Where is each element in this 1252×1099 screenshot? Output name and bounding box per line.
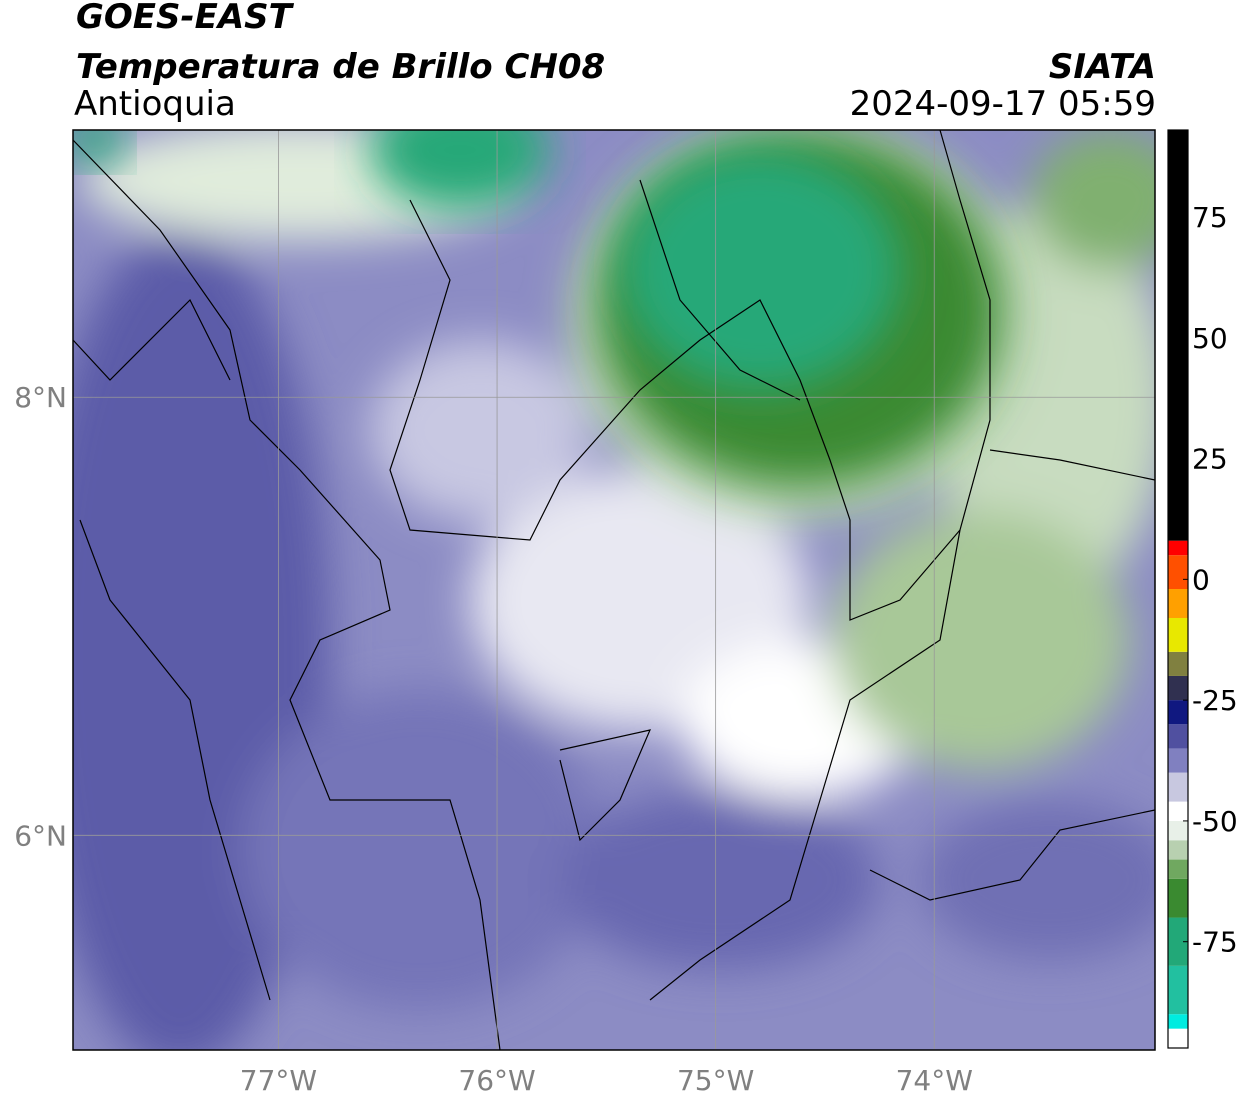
colorbar-segment	[1168, 589, 1188, 618]
title: GOES-EAST	[76, 0, 295, 37]
colorbar-tick-label: 75	[1192, 201, 1228, 234]
colorbar-tick-label: -75	[1192, 926, 1238, 959]
y-tick-label: 8°N	[14, 381, 67, 414]
colorbar	[1168, 130, 1188, 1048]
colorbar-tick-label: -50	[1192, 805, 1238, 838]
colorbar-tick-label: 50	[1192, 322, 1228, 355]
colorbar-segment	[1168, 1014, 1188, 1029]
colorbar-segment	[1168, 651, 1188, 676]
map-frame	[72, 129, 1156, 1051]
colorbar-segment	[1168, 820, 1188, 841]
colorbar-segment	[1168, 700, 1188, 725]
colorbar-tick-label: -25	[1192, 684, 1238, 717]
colorbar-segment	[1168, 772, 1188, 802]
colorbar-segment	[1168, 555, 1188, 589]
colorbar-segment	[1168, 617, 1188, 652]
x-tick-label: 74°W	[896, 1064, 973, 1097]
colorbar-segment	[1168, 917, 1188, 966]
colorbar-tick-label: 0	[1192, 563, 1210, 596]
colorbar-segment	[1168, 724, 1188, 749]
source: SIATA	[1049, 47, 1156, 87]
colorbar-tick-label: 25	[1192, 443, 1228, 476]
region: Antioquia	[74, 84, 236, 124]
subtitle: Temperatura de Brillo CH08	[76, 47, 605, 87]
colorbar-segment	[1168, 801, 1188, 821]
colorbar-segment	[1168, 540, 1188, 556]
x-tick-label: 76°W	[458, 1064, 535, 1097]
colorbar-frame	[1167, 129, 1189, 1049]
y-tick-label: 6°N	[14, 819, 67, 852]
datetime: 2024-09-17 05:59	[850, 84, 1156, 124]
colorbar-segment	[1168, 1028, 1188, 1048]
x-tick-label: 75°W	[677, 1064, 754, 1097]
colorbar-segment	[1168, 675, 1188, 701]
x-tick-label: 77°W	[240, 1064, 317, 1097]
colorbar-segment	[1168, 859, 1188, 879]
colorbar-segment	[1168, 130, 1188, 541]
grid	[73, 130, 1155, 1050]
colorbar-segment	[1168, 840, 1188, 860]
colorbar-segment	[1168, 965, 1188, 1015]
colorbar-segment	[1168, 748, 1188, 773]
satellite-image	[73, 130, 1155, 1050]
colorbar-segment	[1168, 878, 1188, 918]
